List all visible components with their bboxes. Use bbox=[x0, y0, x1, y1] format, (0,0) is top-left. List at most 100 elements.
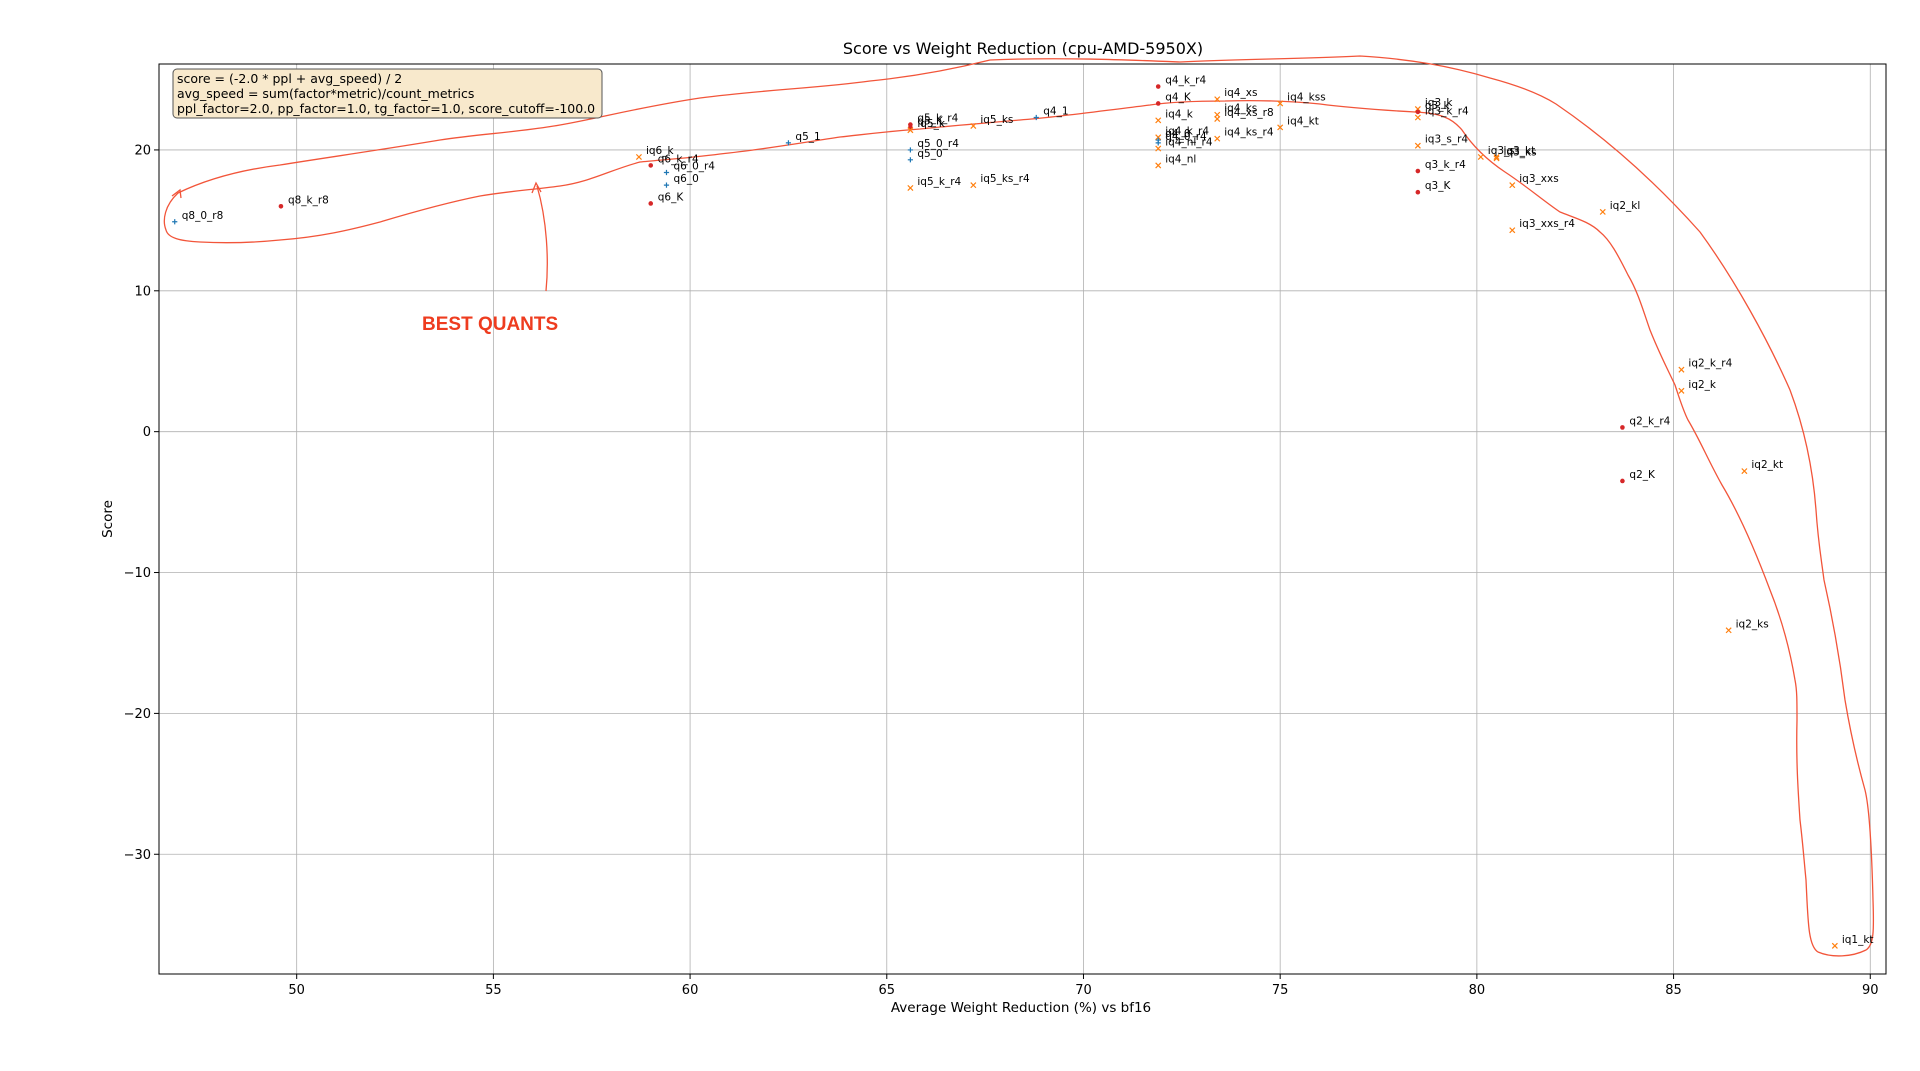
data-point-x bbox=[1509, 182, 1516, 189]
data-point-label: q5_1 bbox=[795, 131, 820, 143]
data-point-x bbox=[1155, 117, 1162, 124]
data-point-x bbox=[1414, 114, 1421, 121]
data-point-x bbox=[1477, 153, 1484, 160]
data-point-label: q8_0_r8 bbox=[182, 210, 224, 222]
data-point-plus bbox=[172, 219, 178, 225]
data-point-dot bbox=[1415, 109, 1421, 115]
data-point-label: iq3_s_r4 bbox=[1425, 134, 1469, 146]
data-point-label: q5_0 bbox=[917, 148, 942, 160]
data-point-x bbox=[1831, 942, 1838, 949]
data-point-label: iq3_k_r4 bbox=[1425, 106, 1469, 118]
data-point-x bbox=[1493, 155, 1500, 162]
data-point-label: q5_0_r4 bbox=[917, 138, 959, 150]
data-point-label: iq4_ks bbox=[1224, 103, 1257, 115]
data-point-label: q4_0 bbox=[1165, 128, 1190, 140]
data-point-label: q5_K bbox=[917, 115, 944, 127]
data-point-label: q8_k_r8 bbox=[288, 194, 329, 206]
data-point-x bbox=[635, 153, 642, 160]
data-point-x bbox=[970, 182, 977, 189]
data-point-label: iq4_kss bbox=[1287, 91, 1326, 103]
data-point-dot bbox=[1155, 101, 1161, 106]
data-point-x bbox=[1214, 96, 1221, 103]
data-point-dot bbox=[1415, 189, 1421, 195]
x-tick-label: 70 bbox=[1075, 983, 1092, 998]
x-tick-label: 80 bbox=[1469, 983, 1486, 998]
data-point-label: iq3_xxs bbox=[1519, 173, 1558, 185]
y-tick-label: 20 bbox=[134, 143, 151, 158]
best-quants-outline bbox=[163, 55, 1875, 957]
data-point-label: iq5_k_r4 bbox=[917, 176, 961, 188]
data-point-label: iq4_nl bbox=[1165, 153, 1196, 165]
data-point-plus bbox=[1155, 140, 1161, 146]
data-point-label: q2_K bbox=[1629, 469, 1656, 481]
data-point-dot bbox=[1155, 84, 1161, 89]
data-point-plus bbox=[907, 157, 913, 163]
data-point-x bbox=[1493, 153, 1500, 160]
data-point-label: iq3_xxs_r4 bbox=[1519, 218, 1575, 230]
formula-line-2: avg_speed = sum(factor*metric)/count_met… bbox=[177, 86, 474, 101]
y-tick-label: −20 bbox=[124, 707, 151, 722]
data-point-label: iq4_nl_r4 bbox=[1165, 137, 1213, 149]
data-point-label: q4_k_r4 bbox=[1165, 75, 1206, 87]
data-point-dot bbox=[1620, 425, 1625, 430]
data-point-x bbox=[1599, 208, 1606, 215]
data-point-dot bbox=[278, 203, 284, 209]
data-point-plus bbox=[907, 147, 913, 153]
data-point-label: iq3_ks bbox=[1504, 146, 1537, 158]
data-point-label: iq5_ks bbox=[980, 114, 1013, 126]
data-point-label: iq2_ks bbox=[1736, 618, 1769, 630]
data-point-x bbox=[1414, 142, 1421, 149]
data-point-x bbox=[1741, 468, 1748, 475]
data-point-x bbox=[1678, 387, 1685, 394]
data-point-x bbox=[1155, 145, 1162, 152]
outline-arrowhead bbox=[171, 188, 182, 199]
y-tick-label: −10 bbox=[124, 566, 151, 581]
data-point-dot bbox=[1620, 478, 1625, 484]
data-point-label: iq4_ks_r4 bbox=[1224, 127, 1274, 139]
x-tick-label: 85 bbox=[1665, 983, 1682, 998]
data-point-label: q3_k_r4 bbox=[1425, 159, 1466, 171]
data-point-label: q4_1 bbox=[1043, 106, 1068, 118]
data-point-x bbox=[1725, 627, 1732, 634]
data-point-label: q3_k bbox=[1425, 100, 1451, 112]
y-axis-label: Score bbox=[100, 500, 116, 538]
y-tick-label: 10 bbox=[134, 284, 151, 299]
grid-lines bbox=[159, 64, 1886, 974]
data-point-label: q6_0 bbox=[673, 173, 698, 185]
data-point-label: q5_k_r4 bbox=[917, 113, 958, 125]
x-tick-label: 65 bbox=[879, 983, 896, 998]
data-point-label: iq5_ks_r4 bbox=[980, 173, 1030, 185]
data-point-x bbox=[970, 122, 977, 130]
data-point-label: q6_k_r4 bbox=[658, 153, 699, 165]
plot-frame bbox=[158, 63, 1887, 975]
chart-title: Score vs Weight Reduction (cpu-AMD-5950X… bbox=[843, 39, 1203, 58]
data-point-label: q4_0_r4 bbox=[1165, 131, 1207, 143]
data-point-label: q6_K bbox=[658, 191, 685, 203]
data-point-x bbox=[1214, 115, 1221, 122]
x-axis-label: Average Weight Reduction (%) vs bf16 bbox=[891, 1000, 1151, 1016]
formula-box: score = (-2.0 * ppl + avg_speed) / 2 avg… bbox=[172, 68, 603, 119]
data-point-x bbox=[1678, 366, 1685, 373]
data-point-label: iq4_xs bbox=[1224, 87, 1257, 99]
data-point-x bbox=[907, 184, 914, 191]
x-tick-label: 90 bbox=[1862, 983, 1879, 998]
data-point-label: iq4_xs_r8 bbox=[1224, 107, 1273, 119]
data-point-label: q6_0_r4 bbox=[673, 160, 715, 172]
data-points bbox=[172, 84, 1838, 949]
data-point-x bbox=[1509, 227, 1516, 234]
data-point-x bbox=[1155, 162, 1162, 169]
data-point-label: iq3_s bbox=[1488, 145, 1515, 157]
annotation-arrowhead bbox=[531, 181, 542, 194]
axis-ticks: 50 55 60 65 70 75 80 85 90 −30 −20 −10 0 10 20 bbox=[124, 143, 1879, 998]
data-point-plus bbox=[785, 140, 792, 146]
formula-line-1: score = (-2.0 * ppl + avg_speed) / 2 bbox=[177, 71, 402, 86]
data-point-dot bbox=[648, 201, 654, 206]
data-point-label: iq2_k_r4 bbox=[1688, 358, 1732, 370]
data-point-x bbox=[1277, 124, 1284, 131]
x-tick-label: 75 bbox=[1272, 983, 1289, 998]
data-point-x bbox=[907, 127, 914, 134]
data-point-label: iq4_k_r4 bbox=[1165, 125, 1209, 137]
data-point-plus bbox=[663, 169, 670, 176]
best-quants-annotation: BEST QUANTS bbox=[422, 314, 558, 335]
x-tick-label: 50 bbox=[288, 983, 305, 998]
